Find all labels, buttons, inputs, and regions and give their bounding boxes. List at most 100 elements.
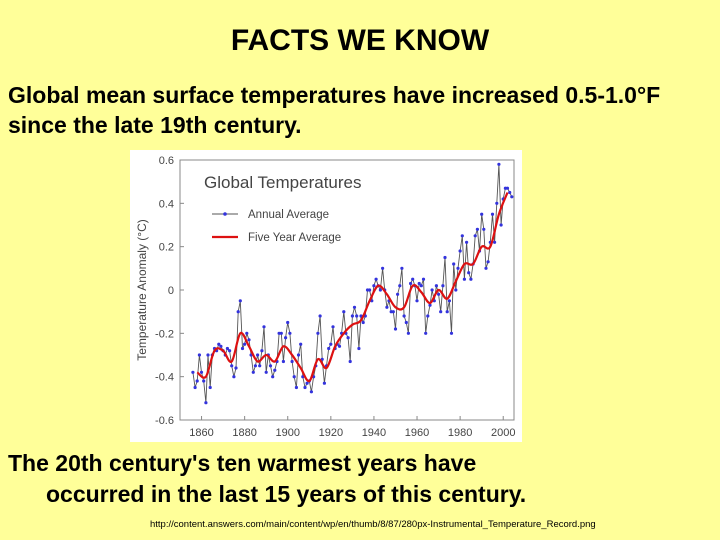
annual-average-point bbox=[497, 162, 501, 166]
legend: Annual Average Five Year Average bbox=[212, 209, 341, 244]
series-layer bbox=[191, 162, 514, 405]
annual-average-point bbox=[469, 277, 473, 281]
annual-average-point bbox=[268, 364, 273, 368]
annual-average-point bbox=[495, 201, 499, 205]
annual-average-point bbox=[191, 370, 195, 374]
annual-average-point bbox=[217, 342, 221, 346]
annual-average-point bbox=[424, 331, 428, 335]
x-tick-label: 1880 bbox=[232, 427, 256, 439]
legend-five-year-label: Five Year Average bbox=[248, 232, 341, 244]
annual-average-point bbox=[206, 353, 210, 357]
y-tick-label: -0.6 bbox=[155, 415, 174, 427]
annual-average-point bbox=[260, 349, 264, 353]
annual-average-point bbox=[230, 364, 234, 368]
annual-average-point bbox=[378, 288, 382, 292]
annual-average-point bbox=[348, 359, 352, 364]
legend-annual-label: Annual Average bbox=[248, 209, 329, 221]
annual-average-point bbox=[381, 266, 385, 270]
annual-average-point bbox=[195, 379, 199, 383]
five-year-average-line bbox=[196, 192, 509, 383]
annual-average-point bbox=[510, 195, 514, 199]
annual-average-point bbox=[493, 240, 497, 244]
annual-average-point bbox=[486, 260, 490, 264]
annual-average-point bbox=[437, 292, 441, 296]
annual-average-point bbox=[309, 390, 313, 394]
annual-average-point bbox=[299, 342, 303, 346]
annual-average-point bbox=[398, 284, 402, 288]
chart-title: Global Temperatures bbox=[204, 173, 362, 192]
annual-average-point bbox=[406, 331, 410, 335]
annual-average-point bbox=[462, 277, 466, 281]
annual-average-point bbox=[426, 314, 430, 318]
x-tick-label: 1860 bbox=[189, 427, 213, 439]
annual-average-point bbox=[296, 353, 301, 357]
annual-average-point bbox=[281, 359, 285, 364]
annual-average-point bbox=[385, 305, 389, 309]
annual-average-point bbox=[421, 277, 426, 281]
annual-average-point bbox=[327, 346, 331, 351]
annual-average-point bbox=[329, 342, 333, 346]
annual-average-point bbox=[316, 331, 320, 335]
annual-average-point bbox=[286, 320, 290, 325]
x-tick-label: 1900 bbox=[275, 427, 299, 439]
annual-average-point bbox=[419, 284, 423, 288]
annual-average-point bbox=[490, 212, 495, 216]
y-tick-label: -0.4 bbox=[155, 372, 174, 384]
x-tick-label: 1960 bbox=[405, 427, 429, 439]
y-tick-label: 0.6 bbox=[159, 155, 174, 167]
annual-average-point bbox=[482, 227, 486, 231]
annual-average-point bbox=[411, 277, 415, 281]
annual-average-point bbox=[452, 262, 456, 266]
annual-average-point bbox=[439, 310, 443, 314]
annual-average-point bbox=[480, 212, 484, 216]
annual-average-point bbox=[374, 277, 378, 281]
x-tick-label: 1920 bbox=[319, 427, 343, 439]
chart-svg: 0.60.40.20-0.2-0.4-0.6 1860 1880 1900 1920 1… bbox=[135, 155, 515, 439]
x-tick-label: 1940 bbox=[362, 427, 386, 439]
annual-average-point bbox=[277, 331, 281, 335]
intro-paragraph: Global mean surface temperatures have in… bbox=[8, 82, 661, 138]
annual-average-point bbox=[428, 303, 432, 307]
annual-average-point bbox=[505, 186, 510, 190]
annual-average-point bbox=[499, 223, 503, 227]
annual-average-point bbox=[473, 234, 477, 238]
annual-average-point bbox=[441, 284, 445, 288]
annual-average-point bbox=[199, 370, 204, 374]
annual-average-point bbox=[372, 284, 376, 288]
annual-average-point bbox=[279, 331, 283, 335]
warmest-years-paragraph: The 20th century's ten warmest years hav… bbox=[8, 448, 708, 510]
annual-average-point bbox=[445, 310, 449, 314]
annual-average-point bbox=[484, 266, 488, 270]
annual-average-point bbox=[243, 342, 247, 346]
annual-average-point bbox=[225, 346, 229, 351]
global-temperatures-chart: 0.6 0.4 0.2 0 -0.2 -0.4 -0.6 1860 1880 1900 1920 1… bbox=[130, 150, 522, 442]
annual-average-point bbox=[234, 366, 238, 370]
annual-average-point bbox=[393, 327, 398, 331]
annual-average-point bbox=[264, 370, 268, 374]
annual-average-point bbox=[434, 284, 438, 288]
warmest-years-line-1: The 20th century's ten warmest years hav… bbox=[8, 450, 477, 476]
slide-title: FACTS WE KNOW bbox=[230, 24, 490, 57]
annual-average-point bbox=[404, 320, 408, 325]
annual-average-point bbox=[342, 310, 346, 314]
annual-average-point bbox=[197, 353, 201, 357]
annual-average-point bbox=[204, 401, 208, 405]
x-tick-label: 2000 bbox=[491, 427, 515, 439]
annual-average-point bbox=[292, 375, 296, 379]
annual-average-point bbox=[368, 288, 372, 292]
annual-average-point bbox=[258, 364, 262, 368]
annual-average-point bbox=[430, 288, 434, 292]
annual-average-point bbox=[337, 344, 342, 348]
annual-average-point bbox=[236, 310, 240, 314]
plot-frame bbox=[179, 159, 515, 421]
annual-average-point bbox=[391, 310, 395, 314]
annual-average-point bbox=[202, 379, 206, 383]
annual-average-point bbox=[238, 299, 242, 303]
annual-average-point bbox=[193, 385, 197, 390]
annual-average-point bbox=[355, 314, 359, 318]
annual-average-point bbox=[228, 349, 232, 353]
annual-average-point bbox=[454, 288, 458, 292]
annual-average-point bbox=[458, 249, 462, 253]
legend-annual-marker bbox=[223, 212, 227, 216]
y-tick-label: 0.2 bbox=[159, 242, 174, 254]
